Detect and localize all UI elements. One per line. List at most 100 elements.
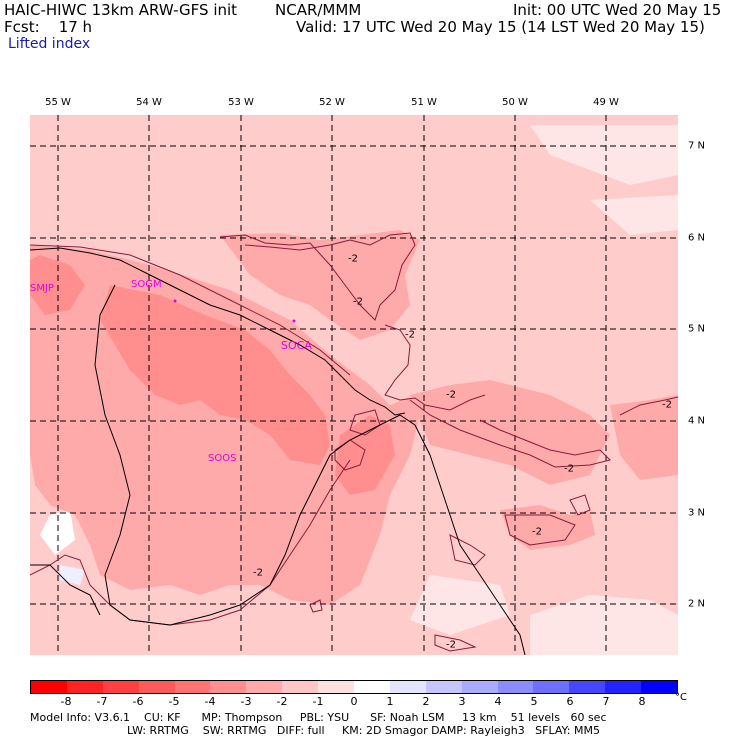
colorbar-tick-label: -1 xyxy=(312,695,324,708)
lon-label: 49 W xyxy=(593,97,619,108)
contour-loop xyxy=(504,514,576,546)
colorbar-swatch xyxy=(246,681,283,693)
colorbar-swatch xyxy=(425,681,462,693)
lon-label: 50 W xyxy=(502,97,528,108)
colorbar-tick-label: 3 xyxy=(458,695,466,708)
contour-line xyxy=(219,232,416,321)
colorbar-swatch xyxy=(318,681,355,693)
contour-line xyxy=(409,399,611,468)
lat-lon-grid xyxy=(30,115,678,655)
contour-label: -2 xyxy=(532,526,542,538)
contour-loop xyxy=(569,494,591,516)
lon-label: 54 W xyxy=(136,97,162,108)
faint-area xyxy=(410,575,510,635)
lat-label: 7 N xyxy=(688,140,706,152)
colorbar-tick-label: 1 xyxy=(386,695,394,708)
contour-loop xyxy=(349,409,381,436)
contour-loop xyxy=(449,534,486,566)
colorbar-tick-label: -7 xyxy=(96,695,108,708)
colorbar-tick-label: -4 xyxy=(204,695,216,708)
colorbar-swatch xyxy=(31,681,67,693)
model-info-line1: Model Info: V3.6.1 CU: KF MP: Thompson P… xyxy=(30,711,607,724)
dark-area xyxy=(335,415,395,495)
station-label-sogm: SOGM xyxy=(131,279,162,290)
coastline-layer xyxy=(30,247,526,655)
lon-label: 53 W xyxy=(228,97,254,108)
forecast-hour: Fcst: 17 h xyxy=(4,18,93,36)
colorbar-tick-label: 2 xyxy=(422,695,430,708)
contour-line xyxy=(619,396,678,416)
colorbar-swatch xyxy=(210,681,247,693)
contour-loop xyxy=(434,634,477,652)
contour-label: -2 xyxy=(446,639,456,651)
colorbar-swatch xyxy=(605,681,642,693)
colorbar-swatch xyxy=(497,681,534,693)
contour-label: -2 xyxy=(662,399,672,411)
colorbar-tick-label: -2 xyxy=(276,695,288,708)
faint-area xyxy=(530,595,678,655)
border-line xyxy=(30,564,101,616)
colorbar-swatch xyxy=(569,681,606,693)
colorbar-swatch xyxy=(461,681,498,693)
contour-label: -2 xyxy=(353,296,363,308)
colorbar-swatch xyxy=(354,681,390,693)
lon-label: 52 W xyxy=(319,97,345,108)
colorbar-swatch xyxy=(641,681,678,693)
station-label-smjp: SMJP xyxy=(30,283,54,294)
init-time: Init: 00 UTC Wed 20 May 15 xyxy=(513,1,722,19)
lon-label: 51 W xyxy=(411,97,437,108)
colorbar-swatch xyxy=(282,681,319,693)
station-label-soos: SOOS xyxy=(208,453,237,464)
contour-line xyxy=(30,244,351,376)
lat-label: 3 N xyxy=(688,507,706,519)
contour-label: -2 xyxy=(405,329,415,341)
lon-label: 55 W xyxy=(45,97,71,108)
border-line xyxy=(94,284,241,626)
border-line xyxy=(239,414,401,606)
colorbar-swatch xyxy=(66,681,103,693)
colorbar-swatch xyxy=(389,681,426,693)
lat-label: 4 N xyxy=(688,415,706,427)
colorbar-tick-label: 5 xyxy=(530,695,538,708)
dark-area xyxy=(100,285,330,465)
colorbar-swatch xyxy=(533,681,570,693)
station-marker xyxy=(292,319,296,323)
station-markers xyxy=(173,299,296,323)
contour-label: -2 xyxy=(348,253,358,265)
colorbar-swatch xyxy=(102,681,139,693)
medium-area xyxy=(500,505,595,550)
contour-label: -2 xyxy=(564,463,574,475)
medium-area xyxy=(610,395,678,480)
valid-time: Valid: 17 UTC Wed 20 May 15 (14 LST Wed … xyxy=(296,18,705,36)
faint-area xyxy=(60,565,85,585)
lifted-index-map xyxy=(30,115,678,655)
colorbar-swatch xyxy=(174,681,211,693)
faint-area xyxy=(40,510,75,555)
faint-area xyxy=(530,125,678,185)
medium-area xyxy=(410,380,610,485)
colorbar-tick-label: 8 xyxy=(638,695,646,708)
colorbar-tick-label: 6 xyxy=(566,695,574,708)
colorbar-swatch xyxy=(138,681,175,693)
faint-area xyxy=(590,195,678,235)
model-title: HAIC-HIWC 13km ARW-GFS init xyxy=(4,1,238,19)
shading-layer xyxy=(30,115,678,655)
contour-label: -2 xyxy=(253,567,263,579)
coastline xyxy=(30,247,406,416)
colorbar xyxy=(30,680,678,694)
colorbar-tick-label: -5 xyxy=(168,695,180,708)
medium-area xyxy=(220,230,420,340)
contour-loop xyxy=(309,599,323,613)
colorbar-tick-label: -8 xyxy=(60,695,72,708)
field-name: Lifted index xyxy=(8,36,91,52)
colorbar-tick-label: 7 xyxy=(602,695,610,708)
colorbar-tick-label: -3 xyxy=(240,695,252,708)
lat-label: 2 N xyxy=(688,598,706,610)
contour-label: -2 xyxy=(446,389,456,401)
colorbar-unit: °C xyxy=(675,692,687,703)
colorbar-tick-label: 0 xyxy=(350,695,358,708)
model-info-line2: LW: RRTMG SW: RRTMG DIFF: full KM: 2D Sm… xyxy=(127,724,600,737)
contour-layer xyxy=(30,232,678,652)
station-label-soca: SOCA xyxy=(281,339,312,352)
station-marker xyxy=(173,299,177,303)
